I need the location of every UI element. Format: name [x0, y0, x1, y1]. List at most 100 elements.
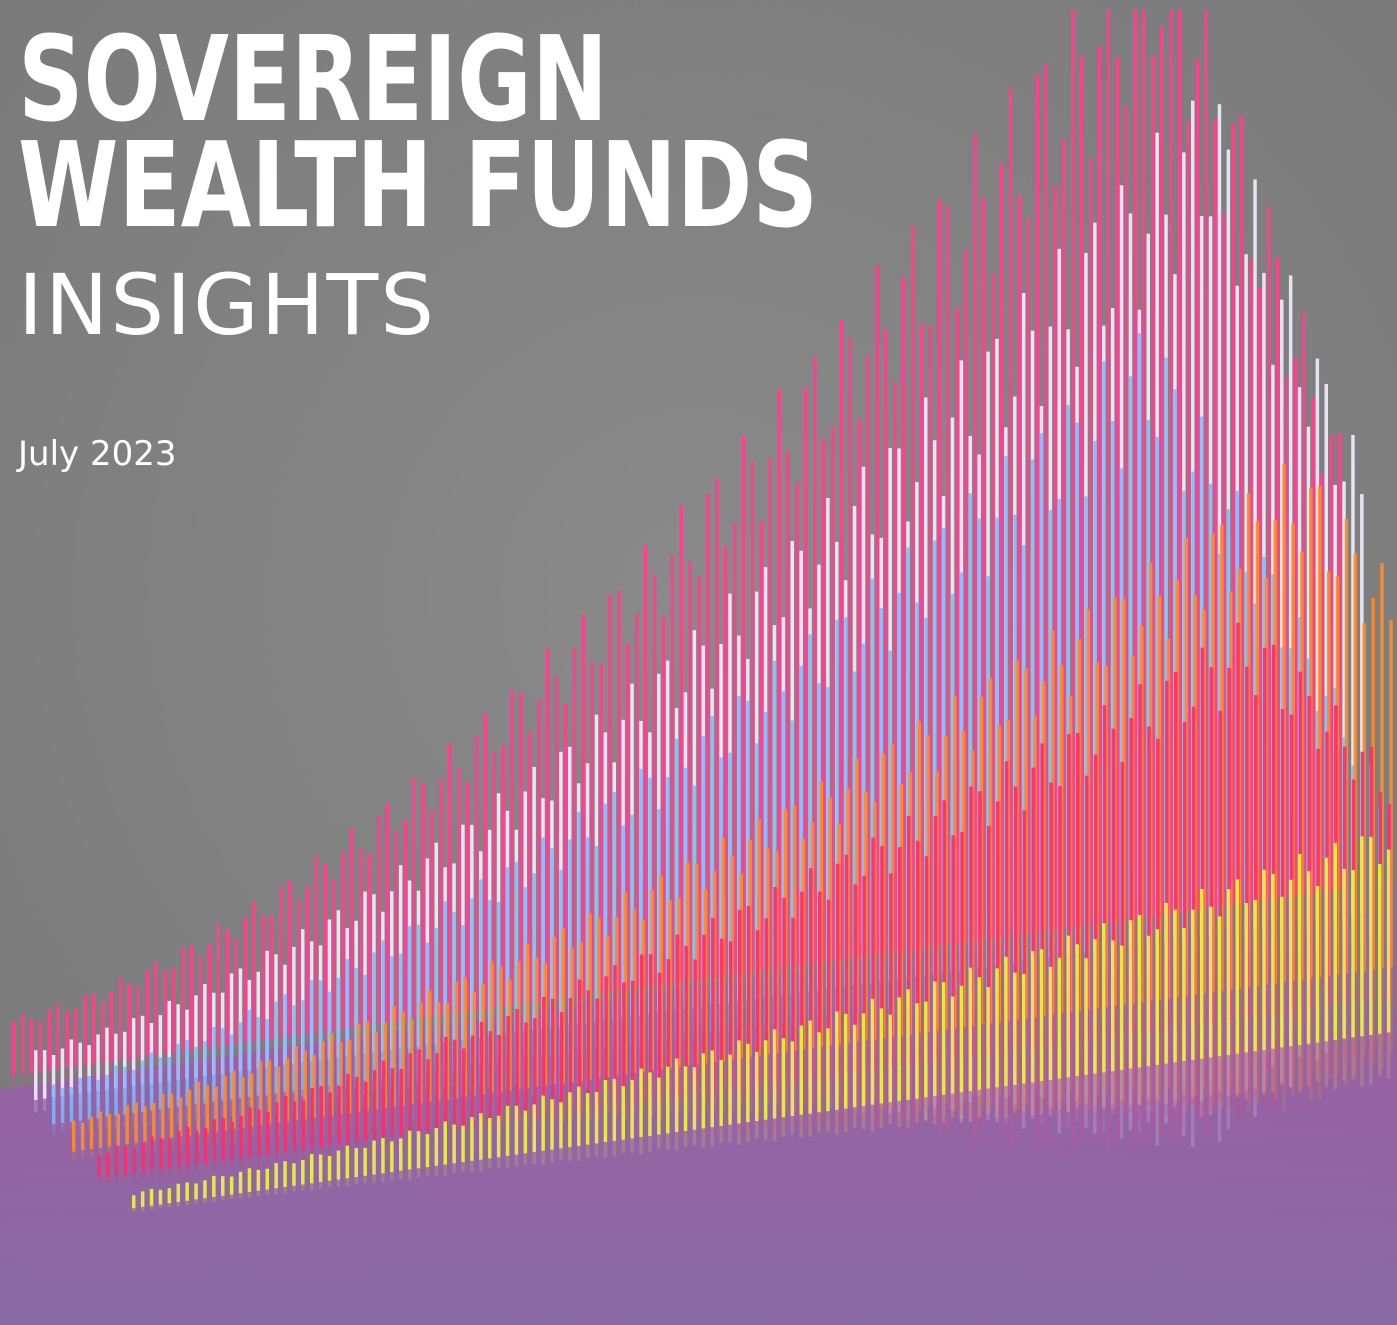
decor-bar [880, 1008, 884, 1103]
page: SOVEREIGN WEALTH FUNDS INSIGHTS July 202… [0, 0, 1397, 1325]
decor-bar [1084, 1075, 1088, 1104]
decor-bar [684, 1131, 688, 1147]
decor-bar [48, 1009, 52, 1070]
decor-bar [1325, 858, 1329, 1042]
decor-bar [1298, 854, 1302, 1045]
decor-bar [1138, 1067, 1142, 1105]
decor-bar [39, 1071, 43, 1084]
decor-bar [550, 1150, 554, 1163]
decor-bar [217, 1046, 221, 1077]
decor-bar [960, 1092, 964, 1119]
decor-bar [297, 899, 301, 1035]
decor-bar [74, 1066, 78, 1081]
decor-bar [559, 1102, 563, 1148]
decor-bar [266, 1112, 270, 1154]
decor-bar [74, 1008, 78, 1066]
decor-bar [239, 1158, 243, 1169]
decor-bar [1040, 949, 1044, 1081]
decor-bar [266, 1190, 270, 1195]
decor-bar [871, 999, 875, 1105]
decor-bar [61, 1123, 65, 1132]
decor-bar [154, 961, 158, 1055]
decor-bar [1360, 836, 1364, 1036]
decor-bar [417, 1131, 421, 1168]
decor-bar [1334, 1040, 1338, 1089]
decor-bar [12, 1075, 16, 1089]
decor-bar [630, 1080, 634, 1139]
decor-bar [72, 1152, 76, 1160]
decor-bar [177, 1131, 181, 1167]
decor-bar [231, 1159, 235, 1168]
decor-bar [969, 1091, 973, 1122]
decor-bar [853, 1107, 857, 1128]
decor-bar [226, 930, 230, 1045]
decor-bar [880, 1104, 884, 1128]
decor-bar [181, 947, 185, 1051]
decor-bar [666, 1067, 670, 1134]
decor-bar [1191, 1060, 1195, 1098]
decor-bar [622, 1140, 626, 1153]
decor-bar [613, 1141, 617, 1157]
decor-bar [404, 820, 408, 1021]
decor-bar [942, 982, 946, 1095]
decor-bar [203, 1198, 207, 1203]
decor-bar [243, 1043, 247, 1075]
decor-bar [372, 1175, 376, 1184]
decor-bar [97, 1155, 101, 1178]
decor-bar [773, 1119, 777, 1141]
decor-bar [283, 1161, 287, 1187]
decor-bar [1031, 951, 1035, 1082]
decor-bar [222, 1161, 226, 1172]
decor-bar [568, 1147, 572, 1161]
decor-bar [377, 815, 381, 1024]
decor-bar [978, 1090, 982, 1118]
decor-bar [284, 1096, 288, 1152]
decor-bar [177, 1184, 181, 1202]
decor-bar [533, 1104, 537, 1152]
decor-bar [448, 743, 452, 1014]
decor-bar [817, 1112, 821, 1132]
decor-bar [350, 828, 354, 1028]
decor-bar [444, 1037, 448, 1130]
decor-bar [293, 1101, 297, 1150]
decor-bar [711, 1050, 715, 1127]
decor-bar [355, 1077, 359, 1142]
decor-bar [226, 1045, 230, 1074]
decor-bar [320, 1086, 324, 1147]
decor-bar [101, 1001, 105, 1063]
decor-bar [719, 1060, 723, 1126]
decor-bar [408, 1170, 412, 1180]
decor-bar [222, 1118, 226, 1161]
decor-bar [257, 1156, 261, 1168]
decor-bar [248, 1107, 252, 1157]
decor-bar [924, 1002, 928, 1098]
decor-bar [283, 1187, 287, 1194]
decor-bar [115, 1176, 119, 1183]
decor-bar [862, 1106, 866, 1129]
decor-bar [497, 1157, 501, 1167]
decor-bar [577, 1146, 581, 1161]
decor-bar [217, 924, 221, 1047]
decor-bar [152, 1103, 156, 1141]
decor-bar [764, 1120, 768, 1140]
decor-bar [800, 1115, 804, 1137]
decor-bar [190, 945, 194, 1050]
decor-bar [421, 784, 425, 1018]
decor-bar [161, 1094, 165, 1140]
decor-bar [168, 1203, 172, 1207]
decor-bar [275, 1102, 279, 1153]
decor-bar [595, 1092, 599, 1144]
decor-bar [533, 1018, 537, 1117]
decor-bar [1227, 1055, 1231, 1097]
decor-bar [408, 1131, 412, 1170]
decor-bar [163, 971, 167, 1054]
decor-bar [332, 879, 336, 1030]
decor-bar [604, 1142, 608, 1158]
decor-bar [159, 1205, 163, 1209]
decor-bar [613, 1079, 617, 1141]
decor-bar [248, 1168, 252, 1192]
decor-bar [933, 982, 937, 1097]
decor-bar [203, 1180, 207, 1198]
decor-bar [243, 917, 247, 1043]
decor-bar [168, 1139, 172, 1169]
